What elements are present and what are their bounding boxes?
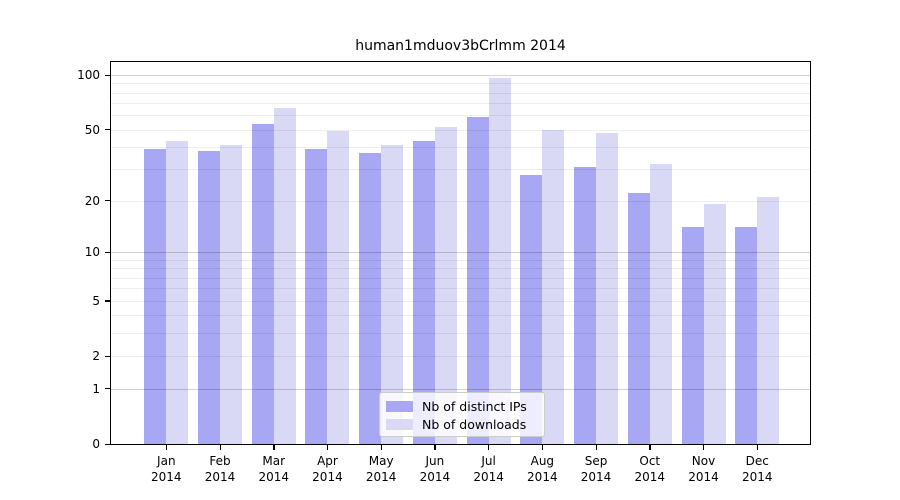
bar-distinct-ips: [305, 149, 328, 445]
y-tick-label: 2: [92, 349, 100, 364]
bar-distinct-ips: [466, 116, 489, 445]
gridline: [110, 83, 811, 85]
y-tick: [105, 251, 110, 254]
legend-swatch-downloads: [386, 419, 413, 430]
legend-swatch-distinct-ips: [386, 401, 413, 412]
y-tick: [105, 443, 110, 445]
bar-downloads: [273, 107, 296, 445]
gridline: [110, 92, 811, 94]
bar-downloads: [649, 164, 672, 445]
x-tick: [434, 445, 436, 450]
x-tick: [595, 445, 597, 450]
chart-title: human1mduov3bCrlmm 2014: [355, 38, 566, 54]
bar-distinct-ips: [735, 227, 758, 445]
y-tick-label: 100: [77, 68, 100, 82]
x-tick-label: Nov 2014: [688, 454, 719, 484]
x-tick-label: Mar 2014: [258, 454, 289, 484]
plot-area: Nb of distinct IPs Nb of downloads: [110, 61, 811, 445]
x-tick-label: Dec 2014: [741, 454, 773, 484]
x-tick: [703, 445, 705, 450]
gridline: [110, 75, 811, 76]
y-tick: [105, 388, 110, 390]
bar-downloads: [703, 204, 726, 445]
x-tick: [541, 445, 544, 450]
bar-distinct-ips: [520, 174, 543, 445]
y-tick-label: 0: [92, 437, 100, 451]
x-tick-label: Jan 2014: [151, 454, 182, 484]
gridline: [110, 129, 811, 131]
y-tick: [105, 129, 110, 131]
axis-spine-top: [110, 61, 811, 63]
bar-downloads: [757, 196, 780, 445]
x-tick: [488, 445, 490, 450]
gridline: [110, 147, 811, 149]
bar-distinct-ips: [574, 166, 597, 445]
x-tick-label: Feb 2014: [204, 454, 236, 484]
y-tick-label: 1: [92, 381, 100, 396]
bar-distinct-ips: [251, 123, 274, 445]
x-tick-label: Aug 2014: [527, 454, 558, 484]
bar-distinct-ips: [144, 149, 167, 445]
bar-downloads: [542, 129, 565, 445]
y-tick-label: 20: [84, 193, 100, 208]
x-tick-label: Jun 2014: [419, 454, 451, 484]
legend-item-downloads: Nb of downloads: [386, 416, 538, 433]
x-tick: [380, 445, 382, 450]
y-tick: [105, 74, 110, 76]
x-tick-label: Jul 2014: [473, 454, 504, 484]
x-tick-label: Apr 2014: [312, 454, 343, 484]
x-tick: [219, 445, 221, 450]
x-tick-label: May 2014: [365, 454, 397, 484]
bar-downloads: [166, 141, 189, 445]
x-tick: [326, 445, 329, 450]
y-tick-label: 50: [84, 122, 100, 137]
bar-distinct-ips: [198, 151, 221, 445]
axis-spine-left: [110, 61, 112, 445]
legend-label-downloads: Nb of downloads: [422, 417, 527, 432]
x-tick: [756, 445, 759, 450]
legend-item-distinct-ips: Nb of distinct IPs: [386, 398, 538, 415]
bar-distinct-ips: [681, 227, 704, 445]
y-tick-label: 10: [84, 245, 100, 260]
legend: Nb of distinct IPs Nb of downloads: [379, 392, 545, 437]
gridline: [110, 115, 811, 117]
x-tick: [649, 445, 651, 450]
x-tick: [165, 445, 168, 450]
bar-distinct-ips: [359, 153, 382, 445]
x-tick: [273, 445, 275, 450]
x-tick-label: Sep 2014: [580, 454, 612, 484]
bar-downloads: [220, 145, 243, 445]
y-tick: [105, 200, 110, 202]
gridline: [110, 103, 811, 105]
bar-downloads: [596, 132, 619, 445]
y-tick-label: 5: [92, 293, 100, 308]
legend-label-distinct-ips: Nb of distinct IPs: [422, 399, 527, 414]
axis-spine-right: [809, 61, 811, 445]
bar-distinct-ips: [627, 193, 650, 445]
bar-downloads: [434, 126, 457, 445]
axis-spine-bottom: [110, 443, 811, 445]
y-tick: [105, 355, 110, 357]
x-tick-label: Oct 2014: [634, 454, 666, 484]
bar-downloads: [327, 131, 350, 445]
bar-distinct-ips: [412, 141, 435, 445]
bar-downloads: [488, 78, 511, 445]
y-tick: [105, 300, 110, 302]
bar-downloads: [381, 145, 404, 445]
